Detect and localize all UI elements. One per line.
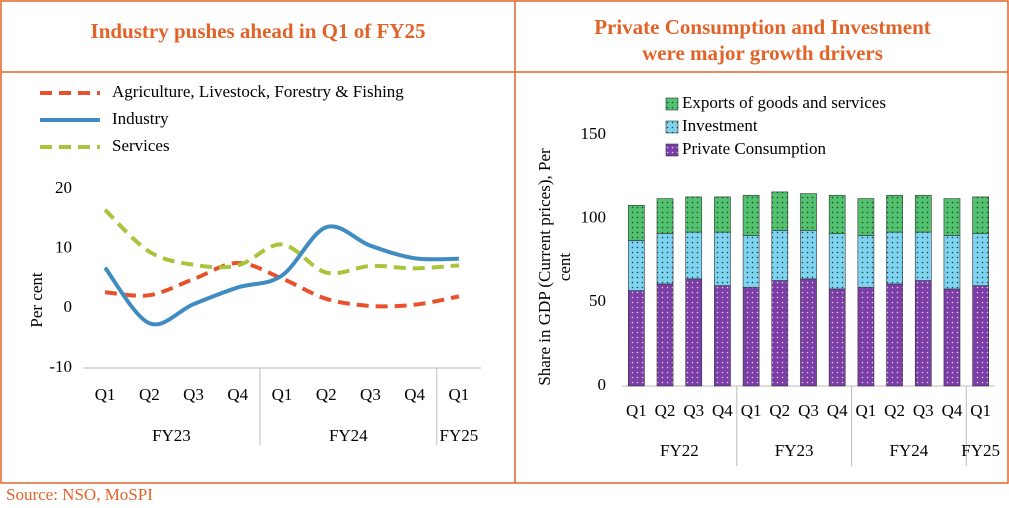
x-tick-label: Q1	[448, 385, 469, 404]
bar-segment	[828, 194, 846, 235]
bar-segment	[857, 286, 875, 387]
x-tick-label: Q1	[95, 385, 116, 404]
bar-segment	[771, 230, 789, 281]
x-tick-label: Q4	[227, 385, 248, 404]
bar-segment	[656, 283, 674, 387]
y-tick-label: 20	[55, 178, 72, 197]
legend-label: Services	[112, 136, 170, 155]
bar-segment	[628, 204, 645, 241]
x-tick-label: Q1	[626, 401, 647, 420]
bar-segment	[886, 194, 903, 233]
bar-segment	[914, 194, 932, 233]
bar-segment	[771, 191, 789, 231]
x-group-label: FY22	[660, 441, 699, 460]
bar-segment	[714, 231, 731, 286]
x-group-label: FY23	[775, 441, 814, 460]
bar-segment	[714, 196, 731, 233]
y-tick-label: 10	[55, 238, 72, 257]
x-tick-label: Q4	[827, 401, 848, 420]
legend-label: Agriculture, Livestock, Forestry & Fishi…	[112, 82, 404, 101]
bar-segment	[857, 198, 875, 236]
x-tick-label: Q3	[683, 401, 704, 420]
series-line	[103, 224, 459, 327]
x-group-label: FY24	[329, 426, 368, 445]
bar-segment	[800, 278, 817, 387]
legend-label: Exports of goods and services	[682, 93, 886, 112]
legend-swatch	[665, 97, 679, 111]
x-tick-label: Q3	[913, 401, 934, 420]
bar-segment	[972, 285, 989, 387]
x-tick-label: Q1	[741, 401, 762, 420]
bar-segment	[943, 198, 961, 236]
bar-segment	[714, 285, 731, 387]
bar-segment	[943, 288, 961, 387]
y-axis-label: Per cent	[27, 272, 46, 328]
x-group-label: FY24	[890, 441, 929, 460]
y-tick-label: 50	[589, 291, 606, 310]
chart-title: Industry pushes ahead in Q1 of FY25	[90, 19, 426, 43]
y-tick-label: 0	[598, 375, 607, 394]
frame-border	[0, 0, 1009, 484]
x-group-label: FY25	[440, 426, 479, 445]
x-tick-label: Q2	[884, 401, 905, 420]
legend-swatch	[665, 120, 679, 134]
bar-segment	[628, 290, 645, 387]
bar-segment	[628, 240, 645, 291]
x-group-label: FY23	[152, 426, 191, 445]
y-axis-label: Share in GDP (Current prices), Per cent	[535, 148, 574, 386]
bar-segment	[800, 193, 817, 231]
x-group-label: FY25	[961, 441, 1000, 460]
x-tick-label: Q2	[139, 385, 160, 404]
x-tick-label: Q1	[970, 401, 991, 420]
bar-segment	[742, 286, 760, 387]
y-tick-label: 0	[64, 297, 73, 316]
series-line	[103, 208, 460, 276]
legend-swatch	[665, 143, 679, 157]
bar-segment	[742, 235, 760, 288]
title-wrap: Private Consumption and Investment were …	[516, 14, 1009, 66]
bar-segment	[857, 235, 875, 288]
bar-segment	[656, 233, 674, 285]
x-tick-label: Q1	[272, 385, 293, 404]
bar-segment	[771, 280, 789, 387]
bar-segment	[886, 283, 903, 387]
bar-segment	[828, 288, 846, 387]
x-tick-label: Q1	[855, 401, 876, 420]
x-tick-label: Q4	[404, 385, 425, 404]
x-tick-label: Q4	[942, 401, 963, 420]
chart-title: Private Consumption and Investment were …	[594, 15, 931, 65]
bar-segment	[828, 233, 846, 290]
source-note: Source: NSO, MoSPI	[6, 485, 153, 504]
legend-label: Investment	[682, 116, 758, 135]
x-tick-label: Q3	[183, 385, 204, 404]
bar-segment	[800, 230, 817, 280]
legend-label: Private Consumption	[682, 139, 827, 158]
x-tick-label: Q2	[769, 401, 790, 420]
x-tick-label: Q2	[316, 385, 337, 404]
bar-segment	[914, 231, 932, 281]
x-tick-label: Q3	[798, 401, 819, 420]
bar-segment	[972, 233, 989, 286]
bar-segment	[886, 231, 903, 285]
series-line	[104, 260, 460, 309]
bar-segment	[685, 278, 703, 387]
y-tick-label: 100	[581, 208, 607, 227]
x-tick-label: Q3	[360, 385, 381, 404]
bar-segment	[656, 198, 674, 235]
x-tick-label: Q4	[712, 401, 733, 420]
legend-label: Industry	[112, 109, 169, 128]
bar-segment	[914, 280, 932, 387]
x-tick-label: Q2	[655, 401, 676, 420]
bar-segment	[742, 194, 760, 236]
bar-segment	[685, 231, 703, 280]
bar-segment	[943, 235, 961, 290]
y-tick-label: -10	[49, 357, 72, 376]
bar-segment	[685, 196, 703, 233]
y-tick-label: 150	[581, 124, 607, 143]
bar-segment	[972, 196, 989, 235]
